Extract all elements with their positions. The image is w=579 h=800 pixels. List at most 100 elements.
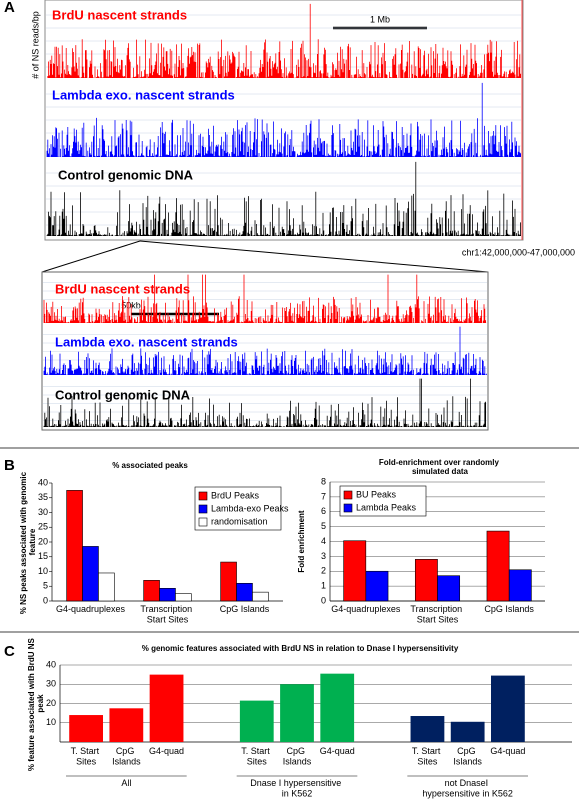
y-tick-label: 20 — [38, 536, 48, 546]
legend-box — [194, 486, 282, 531]
track-label: BrdU nascent strands — [52, 7, 187, 22]
legend-swatch — [198, 504, 208, 514]
bar — [280, 684, 314, 742]
y-tick-label: 20 — [46, 698, 56, 708]
bar — [149, 674, 184, 742]
x-tick-label: CpG Islands — [112, 746, 141, 766]
bar — [236, 582, 253, 602]
track-label: Lambda exo. nascent strands — [52, 87, 235, 102]
scale-label: 1 Mb — [370, 14, 390, 24]
y-tick-label: 15 — [38, 551, 48, 561]
bar — [508, 569, 532, 602]
y-tick-label: 30 — [38, 507, 48, 517]
y-tick-label: 7 — [321, 491, 326, 501]
legend-label: Lambda Peaks — [356, 502, 417, 512]
x-tick-label: G4-quadruplexes — [56, 604, 126, 614]
track-label: BrdU nascent strands — [55, 281, 190, 296]
y-tick-label: 8 — [321, 476, 326, 486]
bar — [343, 540, 367, 602]
bar — [69, 715, 104, 742]
zoom-line — [139, 240, 489, 273]
bar — [239, 700, 274, 742]
track-frame — [44, 0, 524, 241]
x-tick-label: G4-quad — [490, 746, 525, 756]
x-tick-label: G4-quad — [320, 746, 355, 756]
bar — [109, 708, 144, 742]
panel-label: B — [4, 457, 15, 474]
bar — [159, 588, 176, 602]
y-axis-label: # of NS reads/bp — [30, 11, 40, 79]
x-tick-label: Transcription Start Sites — [140, 604, 194, 624]
x-tick-label: T. Start Sites — [412, 746, 443, 766]
bar — [220, 561, 237, 602]
bar — [490, 675, 525, 742]
y-axis-label: % NS peaks associated with genomic featu… — [19, 470, 37, 615]
y-tick-label: 0 — [43, 595, 48, 605]
panel-label: C — [4, 643, 15, 660]
group-label: not DnaseI hypersensitive in K562 — [422, 778, 513, 798]
bar — [252, 591, 269, 602]
bar — [143, 580, 160, 602]
y-tick-label: 30 — [46, 679, 56, 689]
bar — [98, 572, 115, 602]
track-signal — [46, 161, 521, 236]
y-tick-label: 6 — [321, 506, 326, 516]
region-label: chr1:42,000,000-47,000,000 — [462, 247, 575, 257]
track-label: Control genomic DNA — [55, 387, 191, 402]
group-label: Dnase I hypersensitive in K562 — [250, 778, 344, 798]
y-tick-label: 10 — [46, 717, 56, 727]
y-tick-label: 10 — [38, 566, 48, 576]
legend-swatch — [198, 517, 208, 527]
track-label: Lambda exo. nascent strands — [55, 334, 238, 349]
track-signal — [43, 274, 487, 323]
bar — [320, 673, 355, 742]
bar — [175, 593, 192, 602]
track-signal — [46, 82, 521, 157]
y-tick-label: 5 — [321, 521, 326, 531]
y-tick-label: 3 — [321, 551, 326, 561]
x-tick-label: CpG Islands — [283, 746, 312, 766]
x-tick-label: G4-quad — [149, 746, 184, 756]
y-tick-label: 4 — [321, 536, 326, 546]
legend-label: BU Peaks — [356, 489, 397, 499]
y-tick-label: 0 — [321, 595, 326, 605]
legend-swatch — [198, 491, 208, 501]
bar — [437, 575, 461, 602]
y-axis-label: % feature associated with BrdU NS peak — [27, 636, 45, 771]
legend-swatch — [343, 503, 353, 513]
bar — [66, 490, 83, 602]
y-tick-label: 1 — [321, 581, 326, 591]
y-axis-label: Fold enrichment — [297, 510, 306, 573]
track-signal — [43, 378, 487, 427]
chart-title: % associated peaks — [112, 461, 188, 470]
bar — [414, 559, 438, 602]
y-tick-label: 40 — [38, 477, 48, 487]
x-tick-label: T. Start Sites — [241, 746, 272, 766]
track-frame — [41, 271, 489, 431]
x-tick-label: CpG Islands — [453, 746, 482, 766]
legend-label: randomisation — [211, 516, 268, 526]
bar — [486, 530, 510, 602]
chart-title: % genomic features associated with BrdU … — [142, 644, 459, 653]
x-tick-label: CpG Islands — [220, 604, 270, 614]
y-tick-label: 25 — [38, 522, 48, 532]
legend-swatch — [343, 490, 353, 500]
panel-label: A — [4, 0, 15, 16]
legend-label: Lambda-exo Peaks — [211, 503, 289, 513]
legend-label: BrdU Peaks — [211, 490, 260, 500]
track-signal — [43, 326, 487, 375]
x-tick-label: Transcription Start Sites — [410, 604, 464, 624]
x-tick-label: CpG Islands — [484, 604, 534, 614]
y-tick-label: 2 — [321, 566, 326, 576]
y-tick-label: 35 — [38, 492, 48, 502]
y-tick-label: 40 — [46, 659, 56, 669]
y-tick-label: 5 — [43, 581, 48, 591]
x-tick-label: G4-quadruplexes — [331, 604, 401, 614]
group-label: All — [121, 778, 131, 788]
bar — [450, 721, 485, 742]
bar — [82, 546, 99, 602]
legend-box — [339, 485, 427, 517]
zoom-line — [41, 240, 141, 273]
bar — [365, 570, 389, 602]
